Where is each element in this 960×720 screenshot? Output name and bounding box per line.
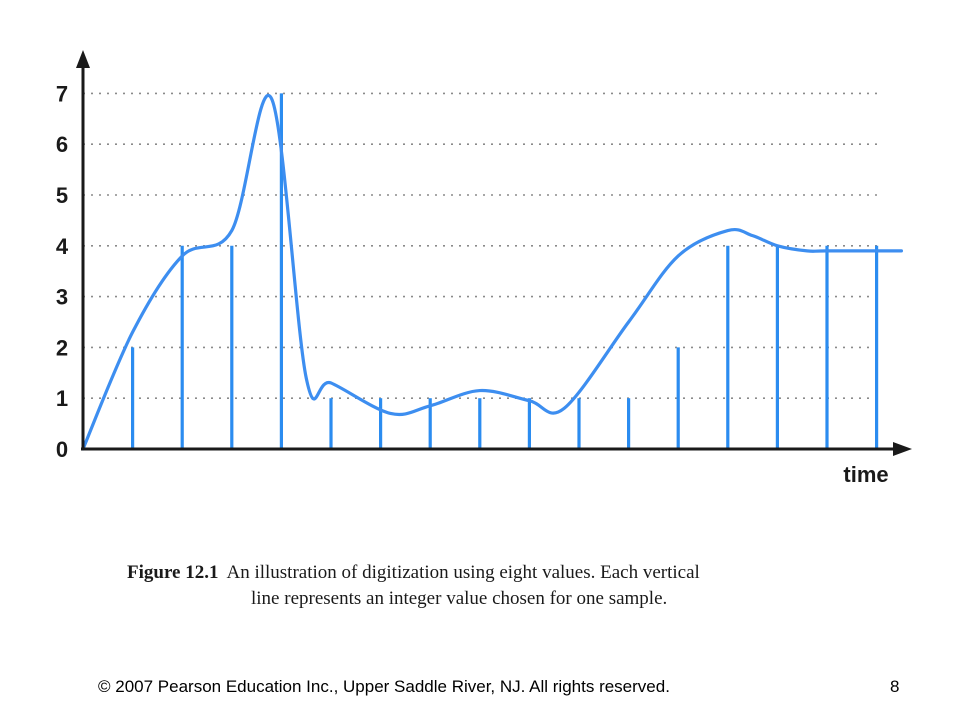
y-axis-arrow-icon (76, 50, 90, 68)
y-tick-label: 5 (56, 183, 68, 208)
y-tick-label: 4 (56, 234, 69, 259)
figure-caption: Figure 12.1 An illustration of digitizati… (127, 560, 887, 612)
x-axis-label: time (843, 462, 888, 487)
y-tick-label: 2 (56, 335, 68, 360)
copyright-footer: © 2007 Pearson Education Inc., Upper Sad… (98, 677, 670, 696)
x-axis-arrow-icon (893, 442, 912, 456)
gridlines (83, 92, 880, 400)
y-tick-labels: 0 1 2 3 4 5 6 7 (56, 81, 69, 462)
y-tick-label: 1 (56, 386, 68, 411)
y-tick-label: 3 (56, 285, 68, 310)
axes (76, 50, 912, 456)
digitization-chart: 0 1 2 3 4 5 6 7 time (56, 50, 912, 487)
caption-line-1: An illustration of digitization using ei… (226, 562, 700, 583)
y-tick-label: 0 (56, 437, 68, 462)
caption-line-2: line represents an integer value chosen … (251, 588, 668, 609)
signal-curve (81, 93, 903, 451)
page-number: 8 (890, 677, 900, 696)
sample-lines (131, 93, 879, 449)
caption-label: Figure 12.1 (127, 562, 219, 583)
y-tick-label: 7 (56, 81, 68, 106)
y-tick-label: 6 (56, 132, 68, 157)
